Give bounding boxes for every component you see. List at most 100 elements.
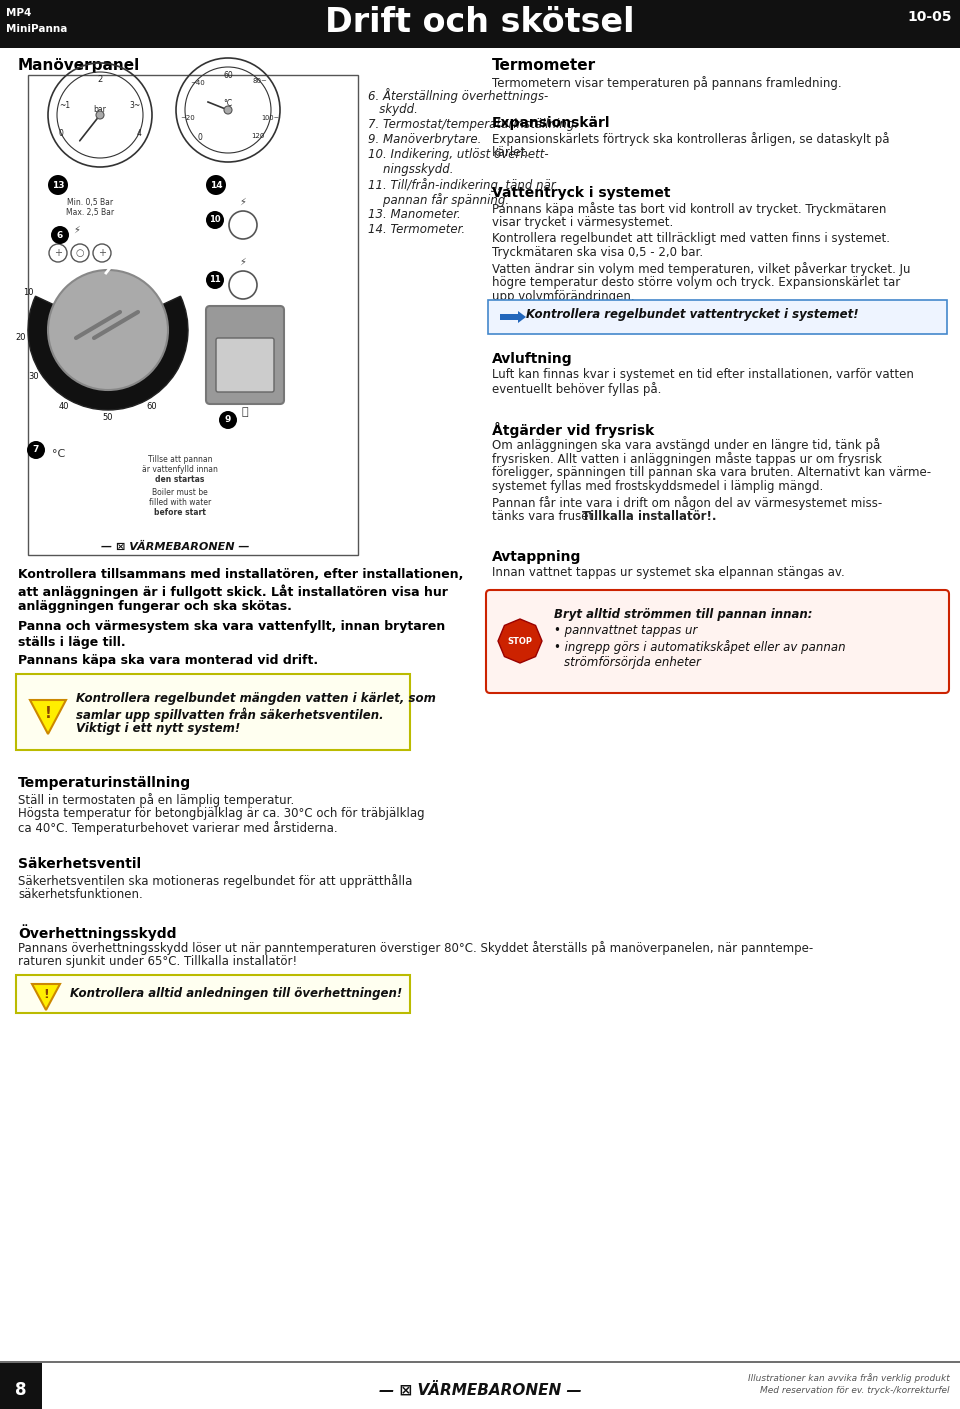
Text: 50: 50 [103,413,113,423]
Text: Panna och värmesystem ska vara vattenfyllt, innan brytaren: Panna och värmesystem ska vara vattenfyl… [18,620,445,633]
Text: Kontrollera alltid anledningen till överhettningen!: Kontrollera alltid anledningen till över… [70,986,402,1000]
Text: Pannans käpa ska vara monterad vid drift.: Pannans käpa ska vara monterad vid drift… [18,654,318,666]
FancyBboxPatch shape [206,306,284,404]
Text: Termometer: Termometer [492,58,596,73]
Text: — ⊠ VÄRMEBARONEN —: — ⊠ VÄRMEBARONEN — [378,1382,582,1398]
Polygon shape [32,983,60,1010]
Text: °C: °C [224,100,232,108]
Text: Illustrationer kan avvika från verklig produkt: Illustrationer kan avvika från verklig p… [748,1372,950,1382]
Text: 60: 60 [147,402,157,410]
Text: Tillkalla installatör!.: Tillkalla installatör!. [582,510,716,523]
Text: Åtgärder vid frysrisk: Åtgärder vid frysrisk [492,423,655,438]
Text: är vattenfylld innan: är vattenfylld innan [142,465,218,473]
Circle shape [27,441,45,459]
Text: 2: 2 [97,76,103,85]
Text: Innan vattnet tappas ur systemet ska elpannan stängas av.: Innan vattnet tappas ur systemet ska elp… [492,566,845,579]
Text: 30: 30 [28,372,38,380]
Text: Pannan får inte vara i drift om någon del av värmesystemet miss-: Pannan får inte vara i drift om någon de… [492,496,882,510]
Text: föreligger, spänningen till pannan ska vara bruten. Alternativt kan värme-: föreligger, spänningen till pannan ska v… [492,466,931,479]
Text: Tryckmätaren ska visa 0,5 - 2,0 bar.: Tryckmätaren ska visa 0,5 - 2,0 bar. [492,247,703,259]
Text: ⚡: ⚡ [240,197,247,207]
Circle shape [206,175,226,194]
Text: att anläggningen är i fullgott skick. Låt installatören visa hur: att anläggningen är i fullgott skick. Lå… [18,583,448,599]
Wedge shape [28,296,188,410]
Text: Temperaturinställning: Temperaturinställning [18,776,191,790]
Text: ○: ○ [76,248,84,258]
Text: Pannans överhettningsskydd löser ut när panntemperaturen överstiger 80°C. Skydde: Pannans överhettningsskydd löser ut när … [18,941,813,955]
Text: 13. Manometer.: 13. Manometer. [368,209,461,221]
Bar [0,0,960,48]
Text: 10: 10 [209,216,221,224]
Text: 100~: 100~ [261,116,279,121]
Text: Avtappning: Avtappning [492,550,582,564]
Polygon shape [30,700,66,734]
Text: Tillse att pannan: Tillse att pannan [148,455,212,464]
Text: before start: before start [154,509,206,517]
Text: tänks vara fruset.: tänks vara fruset. [492,510,601,523]
Text: ⚡: ⚡ [74,225,81,235]
Text: skydd.: skydd. [368,103,418,116]
FancyBboxPatch shape [486,590,949,693]
FancyBboxPatch shape [216,338,274,392]
Text: +: + [54,248,62,258]
Text: kärlet.: kärlet. [492,147,530,159]
Text: Vatten ändrar sin volym med temperaturen, vilket påverkar trycket. Ju: Vatten ändrar sin volym med temperaturen… [492,262,910,276]
Text: den startas: den startas [156,475,204,485]
Text: 20: 20 [15,333,26,342]
Text: Ställ in termostaten på en lämplig temperatur.: Ställ in termostaten på en lämplig tempe… [18,793,295,807]
Text: ~40: ~40 [191,80,205,86]
Text: systemet fyllas med frostskyddsmedel i lämplig mängd.: systemet fyllas med frostskyddsmedel i l… [492,480,824,493]
Text: 40: 40 [59,402,69,410]
Text: 120: 120 [252,132,265,139]
Text: 60: 60 [223,70,233,79]
Text: strömförsörjda enheter: strömförsörjda enheter [564,657,701,669]
Text: eventuellt behöver fyllas på.: eventuellt behöver fyllas på. [492,382,661,396]
Circle shape [51,225,69,244]
Text: Max. 2,5 Bar: Max. 2,5 Bar [66,209,114,217]
Text: 13: 13 [52,180,64,189]
Text: 14. Termometer.: 14. Termometer. [368,223,466,235]
Text: visar trycket i värmesystemet.: visar trycket i värmesystemet. [492,216,673,230]
Text: bar: bar [93,104,107,114]
Text: ⏻: ⏻ [242,407,249,417]
Text: 10. Indikering, utlöst överhett-: 10. Indikering, utlöst överhett- [368,148,548,161]
Text: raturen sjunkit under 65°C. Tillkalla installatör!: raturen sjunkit under 65°C. Tillkalla in… [18,955,298,968]
Text: Min. 0,5 Bar: Min. 0,5 Bar [67,199,113,207]
Text: säkerhetsfunktionen.: säkerhetsfunktionen. [18,888,143,900]
Text: 0: 0 [198,134,203,142]
Text: 6: 6 [57,231,63,240]
Circle shape [219,411,237,428]
Text: 7. Termostat/temperaturinställning.: 7. Termostat/temperaturinställning. [368,118,578,131]
Text: 7: 7 [33,445,39,455]
Text: upp volymförändringen.: upp volymförändringen. [492,290,635,303]
Text: anläggningen fungerar och ska skötas.: anläggningen fungerar och ska skötas. [18,600,292,613]
Text: 14: 14 [209,180,223,189]
Circle shape [224,106,232,114]
FancyBboxPatch shape [16,975,410,1013]
Text: 0: 0 [59,128,63,138]
Text: 11. Till/från-indikering, tänd när: 11. Till/från-indikering, tänd när [368,178,556,192]
Text: Luft kan finnas kvar i systemet en tid efter installationen, varför vatten: Luft kan finnas kvar i systemet en tid e… [492,368,914,380]
Text: Kontrollera tillsammans med installatören, efter installationen,: Kontrollera tillsammans med installatöre… [18,568,464,581]
Text: • pannvattnet tappas ur: • pannvattnet tappas ur [554,624,697,637]
Circle shape [206,271,224,289]
Text: Om anläggningen ska vara avstängd under en längre tid, tänk på: Om anläggningen ska vara avstängd under … [492,438,880,452]
Bar [28,75,358,555]
Text: Avluftning: Avluftning [492,352,572,366]
Text: 9. Manöverbrytare.: 9. Manöverbrytare. [368,132,481,147]
Text: °C: °C [52,449,65,459]
FancyBboxPatch shape [16,674,410,750]
FancyArrow shape [500,311,526,323]
Text: ~20: ~20 [180,116,196,121]
Text: MP4: MP4 [6,8,32,18]
Text: !: ! [44,706,52,721]
Text: samlar upp spillvatten från säkerhetsventilen.: samlar upp spillvatten från säkerhetsven… [76,707,384,721]
Text: Säkerhetsventil: Säkerhetsventil [18,857,141,871]
Text: 11: 11 [209,276,221,285]
Text: MiniPanna: MiniPanna [6,24,67,34]
Text: Termometern visar temperaturen på pannans framledning.: Termometern visar temperaturen på pannan… [492,76,842,90]
Text: 6. Återställning överhettnings-: 6. Återställning överhettnings- [368,87,548,103]
Text: högre temperatur desto större volym och tryck. Expansionskärlet tar: högre temperatur desto större volym och … [492,276,900,289]
Text: Bryt alltid strömmen till pannan innan:: Bryt alltid strömmen till pannan innan: [554,609,812,621]
Text: 10: 10 [23,289,34,297]
